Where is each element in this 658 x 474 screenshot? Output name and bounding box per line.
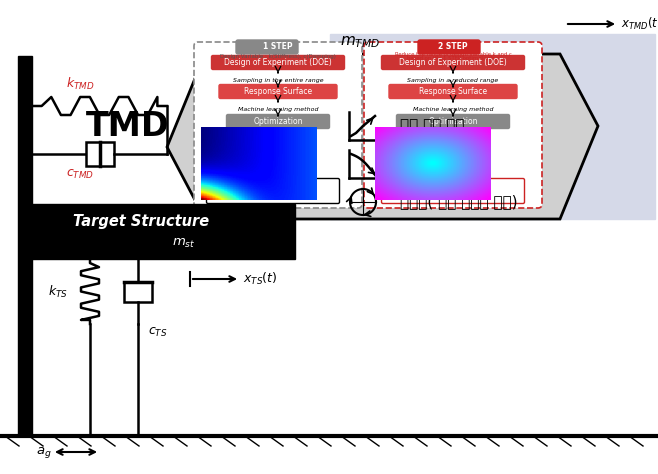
Text: $x_{\mathit{TS}}(t)$: $x_{\mathit{TS}}(t)$ (243, 271, 278, 287)
Text: Machine learning method: Machine learning method (413, 107, 494, 111)
FancyBboxPatch shape (194, 42, 362, 208)
FancyBboxPatch shape (219, 84, 337, 99)
Text: 2 STEP: 2 STEP (438, 42, 468, 51)
Text: Design of Experiment (DOE): Design of Experiment (DOE) (224, 58, 332, 67)
Text: Response Surface: Response Surface (425, 194, 481, 200)
Text: Reduce the range of design variable k and c: Reduce the range of design variable k an… (395, 52, 511, 56)
Text: $x_{\mathit{TMD}}(t)$: $x_{\mathit{TMD}}(t)$ (621, 16, 658, 32)
FancyBboxPatch shape (226, 115, 330, 128)
Text: 1 STEP: 1 STEP (263, 42, 293, 51)
Text: Response Surface: Response Surface (419, 87, 487, 96)
Bar (30, 204, 295, 259)
Bar (330, 34, 655, 219)
Text: Response Surface: Response Surface (250, 194, 306, 200)
Text: Final Optimal Value &: Final Optimal Value & (419, 186, 487, 191)
Text: 친환경( 기존 구조물 활용): 친환경( 기존 구조물 활용) (400, 194, 518, 210)
Bar (124, 282, 152, 301)
FancyBboxPatch shape (382, 55, 524, 70)
Text: $c_{\mathit{TS}}$: $c_{\mathit{TS}}$ (148, 326, 168, 339)
FancyBboxPatch shape (211, 55, 345, 70)
Text: TMD: TMD (86, 109, 170, 143)
Text: $m_{\mathit{st}}$: $m_{\mathit{st}}$ (172, 237, 195, 250)
Text: based on the 1 STEP optimal value: based on the 1 STEP optimal value (407, 55, 499, 61)
Bar (86, 142, 113, 166)
FancyBboxPatch shape (418, 40, 480, 54)
FancyBboxPatch shape (236, 40, 298, 54)
Text: Sampling in a reduced range: Sampling in a reduced range (407, 78, 499, 82)
Text: $k_{\mathit{TS}}$: $k_{\mathit{TS}}$ (48, 284, 68, 300)
Text: Response Surface: Response Surface (244, 87, 312, 96)
Text: 수치해석 효율성: 수치해석 효율성 (400, 156, 468, 172)
Text: $m_{\mathit{TMD}}$: $m_{\mathit{TMD}}$ (340, 34, 380, 50)
Text: Sampling in the entire range: Sampling in the entire range (233, 78, 323, 82)
FancyBboxPatch shape (397, 115, 509, 128)
Text: Optimization: Optimization (253, 117, 303, 126)
FancyBboxPatch shape (382, 179, 524, 203)
Text: Design of Experiment (DOE): Design of Experiment (DOE) (399, 58, 507, 67)
Text: $c_{\mathit{TMD}}$: $c_{\mathit{TMD}}$ (66, 168, 94, 181)
Text: 1STEP Optimal Value &: 1STEP Optimal Value & (242, 186, 314, 191)
Text: $a_g$: $a_g$ (36, 445, 52, 459)
Text: 내진 성능 향상: 내진 성능 향상 (400, 118, 465, 134)
Text: Machine learning method: Machine learning method (238, 107, 318, 111)
Text: Target Structure: Target Structure (73, 214, 209, 229)
Text: Design Variable : k(Stiffness), c(Damping): Design Variable : k(Stiffness), c(Dampin… (220, 54, 336, 58)
FancyBboxPatch shape (364, 42, 542, 208)
FancyBboxPatch shape (389, 84, 517, 99)
Text: Optimization: Optimization (428, 117, 478, 126)
FancyBboxPatch shape (207, 179, 340, 203)
Polygon shape (167, 54, 598, 219)
Bar (18, 56, 32, 436)
Text: $k_{\mathit{TMD}}$: $k_{\mathit{TMD}}$ (66, 76, 94, 92)
